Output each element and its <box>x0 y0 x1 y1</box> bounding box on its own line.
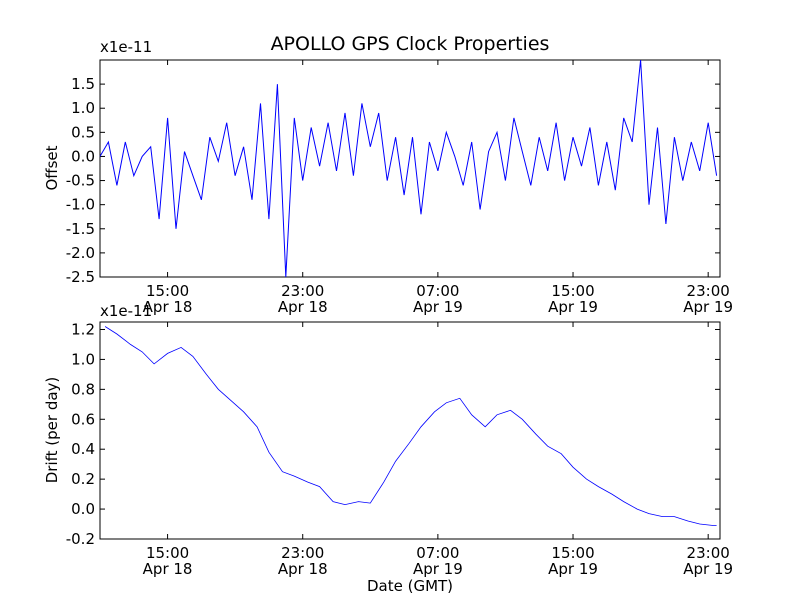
drift-xtick-date-label: Apr 19 <box>683 560 733 578</box>
offset-xtick-time-label: 07:00 <box>416 282 459 300</box>
offset-ytick-label: -2.5 <box>66 268 95 286</box>
drift-ytick-label: 0.2 <box>71 470 95 488</box>
drift-ytick-label: 0.6 <box>71 410 95 428</box>
offset-ytick-label: 1.0 <box>71 99 95 117</box>
drift-panel: x1e-11 Drift (per day) Date (GMT) -0.2 0.… <box>43 302 733 595</box>
drift-ytick-label: 1.2 <box>71 320 95 338</box>
offset-yticks: -2.5 -2.0 -1.5 -1.0 -0.5 0.0 0.5 1.0 1.5 <box>66 75 720 286</box>
drift-ytick-label: 0.8 <box>71 380 95 398</box>
offset-axes-frame <box>99 59 721 278</box>
offset-xtick-date-label: Apr 18 <box>278 298 328 316</box>
offset-xtick-time-label: 15:00 <box>551 282 594 300</box>
drift-xtick-time-label: 23:00 <box>281 544 324 562</box>
offset-ylabel: Offset <box>43 145 61 190</box>
offset-xtick-time-label: 15:00 <box>146 282 189 300</box>
drift-ylabel: Drift (per day) <box>43 377 61 484</box>
drift-xtick-time-label: 15:00 <box>146 544 189 562</box>
offset-ytick-label: -1.0 <box>66 196 95 214</box>
drift-xtick-date-label: Apr 19 <box>413 560 463 578</box>
offset-series-line <box>99 59 718 278</box>
drift-scale-label: x1e-11 <box>100 302 152 320</box>
offset-ytick-label: -1.5 <box>66 220 95 238</box>
drift-xtick-time-label: 15:00 <box>551 544 594 562</box>
offset-xtick-date-label: Apr 19 <box>548 298 598 316</box>
offset-ytick-label: 0.0 <box>71 147 95 165</box>
drift-yticks: -0.2 0.0 0.2 0.4 0.6 0.8 1.0 1.2 <box>66 320 720 548</box>
drift-xtick-date-label: Apr 18 <box>278 560 328 578</box>
offset-xtick-date-label: Apr 19 <box>683 298 733 316</box>
offset-ytick-label: 1.5 <box>71 75 95 93</box>
drift-series-line <box>104 326 717 526</box>
drift-ytick-label: 1.0 <box>71 350 95 368</box>
drift-xtick-time-label: 07:00 <box>416 544 459 562</box>
offset-ytick-label: 0.5 <box>71 123 95 141</box>
drift-xtick-time-label: 23:00 <box>687 544 730 562</box>
offset-xtick-time-label: 23:00 <box>687 282 730 300</box>
offset-ytick-label: -0.5 <box>66 172 95 190</box>
drift-xtick-date-label: Apr 19 <box>548 560 598 578</box>
offset-xtick-date-label: Apr 18 <box>143 298 193 316</box>
drift-axes-frame <box>99 321 721 540</box>
figure-title: APOLLO GPS Clock Properties <box>271 33 550 55</box>
offset-scale-label: x1e-11 <box>100 38 152 56</box>
drift-ytick-label: -0.2 <box>66 530 95 548</box>
drift-ytick-label: 0.4 <box>71 440 95 458</box>
offset-xtick-date-label: Apr 19 <box>413 298 463 316</box>
offset-ytick-label: -2.0 <box>66 244 95 262</box>
drift-xtick-date-label: Apr 18 <box>143 560 193 578</box>
offset-panel: x1e-11 Offset -2.5 -2.0 -1.5 -1.0 -0.5 0.0 0.5… <box>43 38 733 316</box>
offset-xtick-time-label: 23:00 <box>281 282 324 300</box>
drift-ytick-label: 0.0 <box>71 500 95 518</box>
drift-xlabel: Date (GMT) <box>367 577 453 595</box>
